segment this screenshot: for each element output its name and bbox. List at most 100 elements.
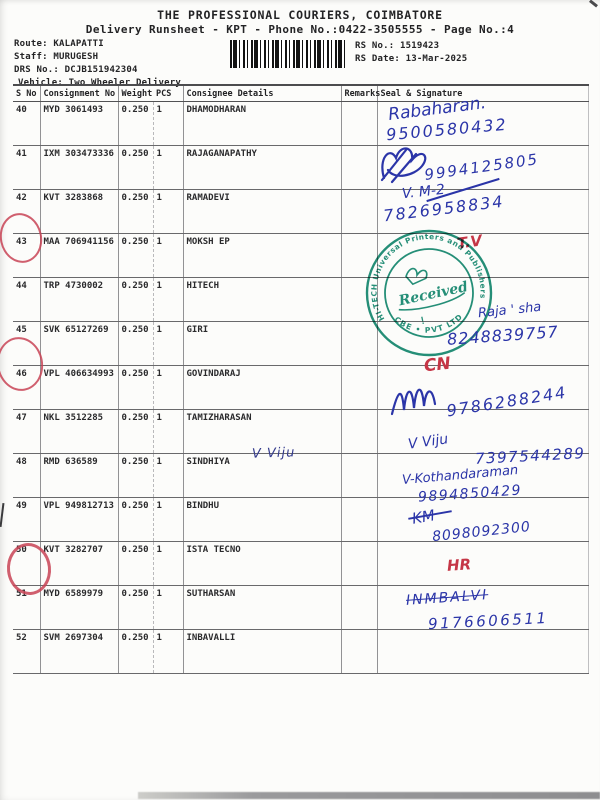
- cell-seal-signature: [376, 453, 589, 498]
- cell-weight: 0.250: [117, 409, 153, 454]
- route-value: KALAPATTI: [53, 39, 104, 49]
- cell-seal-signature: [376, 409, 589, 454]
- table-row: 45 SVK 65127269 0.250 1 GIRI: [13, 321, 589, 366]
- cell-remarks: [340, 629, 377, 674]
- col-weight: Weight: [117, 84, 153, 102]
- table-row: 46 VPL 406634993 0.250 1 GOVINDARAJ: [13, 365, 589, 410]
- cell-consignment-no: MAA 706941156: [39, 233, 118, 278]
- cell-remarks: [340, 541, 377, 586]
- col-remarks: Remarks: [340, 84, 380, 102]
- cell-weight: 0.250: [117, 145, 153, 190]
- cell-s-no: 41: [13, 145, 40, 190]
- rs-date-value: 13-Mar-2025: [405, 54, 468, 64]
- cell-consignee: GIRI: [182, 321, 341, 366]
- cell-pcs: 1: [152, 321, 183, 366]
- cell-consignment-no: TRP 4730002: [39, 277, 118, 322]
- signature-scribble-row47: [390, 388, 437, 416]
- cell-pcs: 1: [152, 629, 183, 674]
- col-consignment-no: Consignment No: [39, 84, 118, 102]
- received-stamp: HI-TECH Universal Printers and Publisher…: [345, 209, 493, 357]
- cell-consignee: TAMIZHARASAN: [182, 409, 341, 454]
- cell-weight: 0.250: [117, 233, 153, 278]
- red-mark-row46: CN: [423, 353, 452, 377]
- cell-s-no: 49: [13, 497, 40, 542]
- col-pcs: PCS: [153, 84, 183, 102]
- cell-pcs: 1: [152, 101, 183, 146]
- cell-seal-signature: [376, 365, 589, 410]
- cell-weight: 0.250: [117, 585, 153, 630]
- drs-value: DCJB151942304: [64, 65, 138, 75]
- stamp-exclaim: !: [419, 315, 427, 327]
- cell-seal-signature: [376, 101, 589, 146]
- table-row: 43 MAA 706941156 0.250 1 MOKSH EP: [13, 233, 589, 278]
- cell-remarks: [340, 101, 377, 146]
- rs-no-value: 1519423: [399, 41, 440, 51]
- route-label: Route:: [14, 39, 48, 49]
- cell-pcs: 1: [152, 541, 183, 586]
- red-mark-row51: HR: [446, 555, 472, 575]
- table-row: 42 KVT 3283868 0.250 1 RAMADEVI: [13, 189, 589, 234]
- cell-s-no: 52: [13, 629, 40, 674]
- drs-line: DRS No.: DCJB151942304: [14, 65, 138, 75]
- cell-pcs: 1: [152, 145, 183, 190]
- cell-consignment-no: VPL 406634993: [39, 365, 118, 410]
- cell-consignment-no: IXM 303473336: [39, 145, 118, 190]
- cell-remarks: [340, 321, 377, 366]
- vehicle-value: Two Wheeler Delivery: [68, 78, 181, 88]
- rs-no-label: RS No.:: [355, 41, 395, 51]
- signature-scribble-row41: [380, 147, 427, 184]
- cell-remarks: [340, 145, 377, 190]
- cell-weight: 0.250: [117, 101, 153, 146]
- col-s-no: S No: [13, 84, 40, 102]
- cell-consignee: SINDHIYA: [182, 453, 341, 498]
- cell-seal-signature: [376, 277, 589, 322]
- rs-no-line: RS No.: 1519423: [355, 41, 439, 51]
- cell-remarks: [340, 585, 377, 630]
- cell-pcs: 1: [152, 453, 183, 498]
- scan-edge-strip: [138, 792, 600, 799]
- cell-pcs: 1: [152, 409, 183, 454]
- col-seal-signature: Seal & Signature: [376, 84, 589, 102]
- cell-s-no: 40: [13, 101, 40, 146]
- cell-seal-signature: [376, 629, 589, 674]
- table-row: 40 MYD 3061493 0.250 1 DHAMODHARAN: [13, 101, 589, 146]
- cell-consignment-no: NKL 3512285: [39, 409, 118, 454]
- cell-consignee: RAMADEVI: [182, 189, 341, 234]
- drs-label: DRS No.:: [14, 65, 59, 75]
- cell-consignee: GOVINDARAJ: [182, 365, 341, 410]
- document-subtitle: Delivery Runsheet - KPT - Phone No.:0422…: [85, 23, 515, 36]
- stamp-center-text: Received: [396, 279, 469, 309]
- cell-s-no: 51: [13, 585, 40, 630]
- cell-pcs: 1: [152, 497, 183, 542]
- cell-pcs: 1: [152, 233, 183, 278]
- cell-consignment-no: SVM 2697304: [39, 629, 118, 674]
- cell-weight: 0.250: [117, 189, 153, 234]
- cell-remarks: [340, 497, 377, 542]
- cell-pcs: 1: [152, 585, 183, 630]
- staff-line: Staff: MURUGESH: [14, 52, 98, 62]
- scan-corner-mark: [589, 0, 598, 8]
- cell-consignment-no: MYD 6589979: [39, 585, 118, 630]
- cell-remarks: [340, 409, 377, 454]
- cell-consignment-no: RMD 636589: [39, 453, 118, 498]
- pen-mark-left-edge: [0, 502, 5, 528]
- cell-seal-signature: [376, 541, 589, 586]
- rs-date-line: RS Date: 13-Mar-2025: [355, 54, 467, 64]
- cell-consignment-no: KVT 3282707: [39, 541, 118, 586]
- cell-consignment-no: KVT 3283868: [39, 189, 118, 234]
- cell-consignee: SUTHARSAN: [182, 585, 341, 630]
- cell-consignee: DHAMODHARAN: [182, 101, 341, 146]
- cell-weight: 0.250: [117, 453, 153, 498]
- rs-date-label: RS Date:: [355, 54, 400, 64]
- cell-s-no: 47: [13, 409, 40, 454]
- staff-label: Staff:: [14, 52, 48, 62]
- cell-s-no: 43: [13, 233, 40, 278]
- table-row: 50 KVT 3282707 0.250 1 ISTA TECNO: [13, 541, 589, 586]
- cell-consignment-no: VPL 949812713: [39, 497, 118, 542]
- route-line: Route: KALAPATTI: [14, 39, 104, 49]
- document-title: THE PROFESSIONAL COURIERS, COIMBATORE: [157, 8, 443, 22]
- cell-s-no: 45: [13, 321, 40, 366]
- cell-weight: 0.250: [117, 497, 153, 542]
- cell-seal-signature: [376, 233, 589, 278]
